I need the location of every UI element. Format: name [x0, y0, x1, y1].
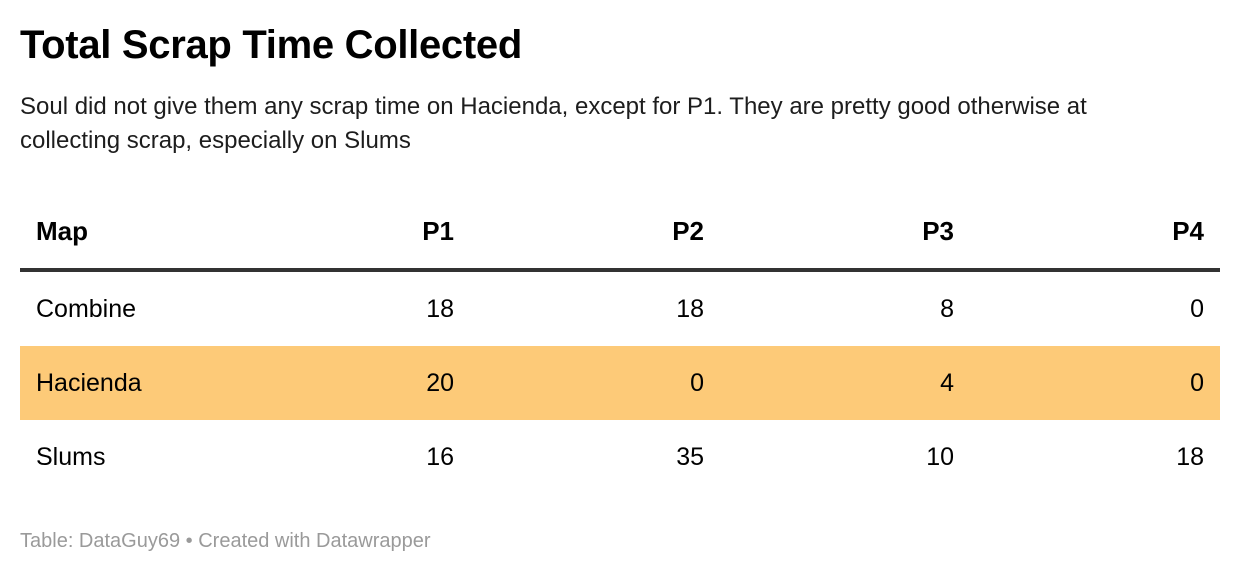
table-row: Hacienda 20 0 4 0	[20, 346, 1220, 420]
row-label: Slums	[36, 442, 106, 471]
table-row: Slums 16 35 10 18	[20, 420, 1220, 494]
table-cell: 16	[426, 442, 454, 471]
chart-subtitle: Soul did not give them any scrap time on…	[20, 93, 1087, 154]
table-cell: 0	[1190, 294, 1204, 323]
table-cell: 35	[676, 442, 704, 471]
table-cell: 8	[940, 294, 954, 323]
table-header-row: Map P1 P2 P3 P4	[20, 194, 1220, 272]
table-cell: 4	[720, 346, 970, 420]
table-cell: 20	[220, 346, 470, 420]
table-cell: 10	[926, 442, 954, 471]
column-header-p4: P4	[970, 194, 1220, 272]
table-cell: 18	[676, 294, 704, 323]
table-row: Combine 18 18 8 0	[20, 270, 1220, 346]
column-header-p1: P1	[220, 194, 470, 272]
column-header-map: Map	[20, 194, 220, 272]
row-label: Combine	[36, 294, 137, 323]
table-cell: 18	[426, 294, 454, 323]
table-cell: 0	[970, 346, 1220, 420]
table-cell: 0	[470, 346, 720, 420]
table-cell: 18	[1176, 442, 1204, 471]
column-header-p2: P2	[470, 194, 720, 272]
data-table: Map P1 P2 P3 P4 Combine 18 18 8 0 Hacien…	[20, 194, 1220, 494]
source-footer: Table: DataGuy69 • Created with Datawrap…	[20, 530, 431, 552]
row-label: Hacienda	[20, 346, 220, 420]
column-header-p3: P3	[720, 194, 970, 272]
chart-title: Total Scrap Time Collected	[20, 23, 522, 67]
